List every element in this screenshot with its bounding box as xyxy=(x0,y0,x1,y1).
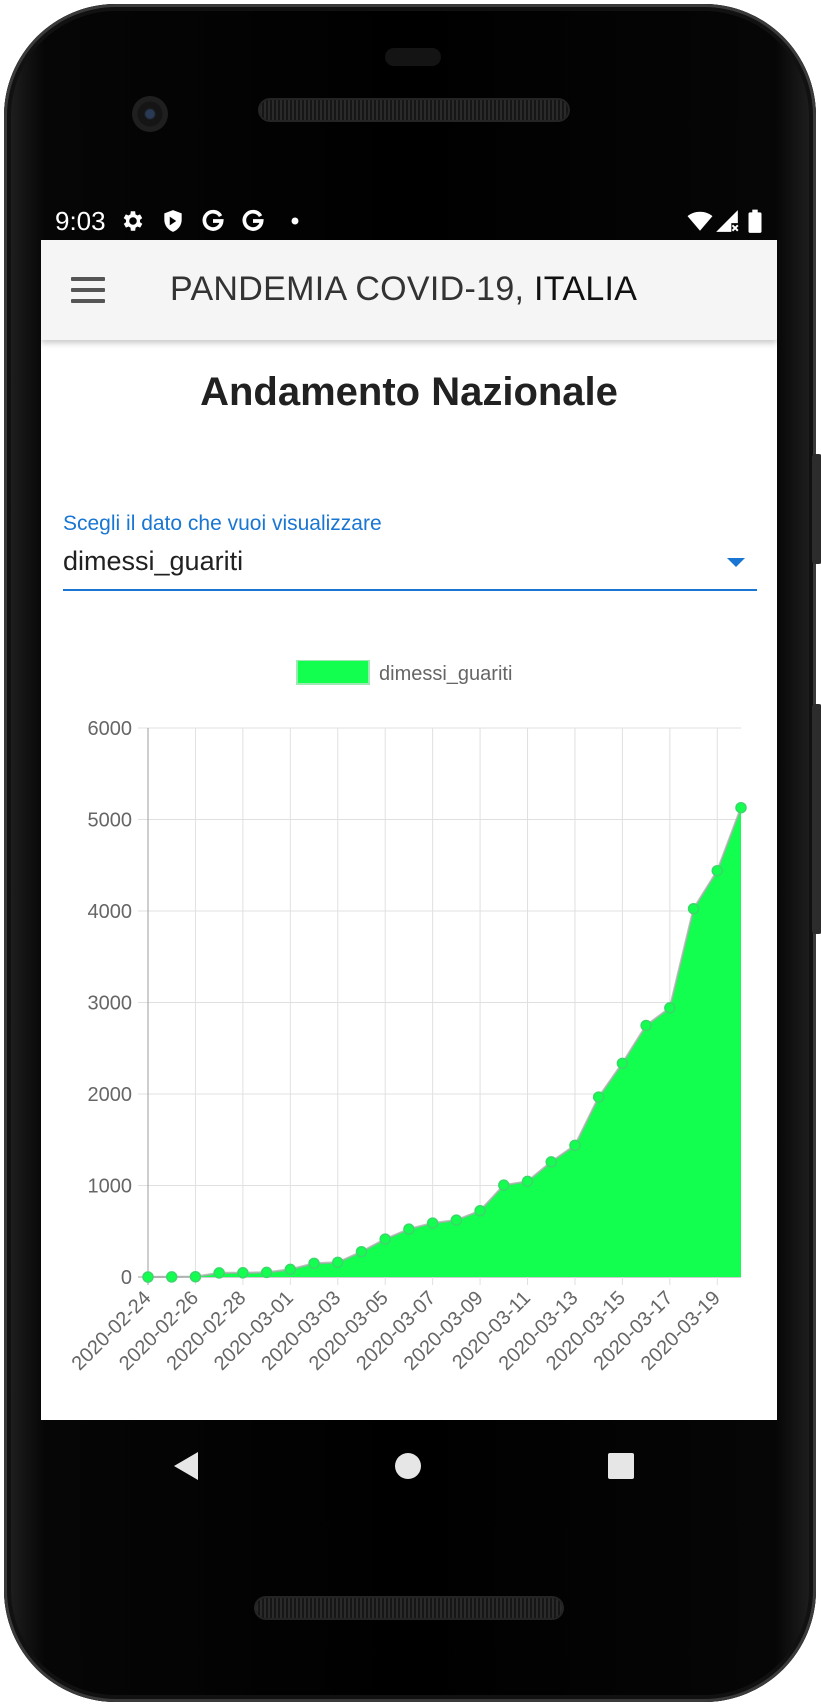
select-value: dimessi_guariti xyxy=(63,546,244,576)
bottom-speaker-grille xyxy=(256,1598,562,1618)
data-point xyxy=(640,1019,652,1032)
data-point xyxy=(142,1271,154,1283)
data-point xyxy=(735,801,747,814)
settings-icon xyxy=(123,211,143,231)
data-select-dropdown[interactable] xyxy=(63,540,757,590)
proximity-sensor xyxy=(385,48,441,66)
data-point xyxy=(308,1257,320,1270)
google-icon xyxy=(242,209,264,231)
top-speaker-grille xyxy=(260,100,568,120)
shield-icon xyxy=(164,210,182,232)
select-label: Scegli il dato che vuoi visualizzare xyxy=(63,512,382,535)
data-point xyxy=(426,1217,439,1229)
data-point xyxy=(450,1214,463,1226)
app-bar: PANDEMIA COVID-19, ITALIA xyxy=(41,240,777,340)
data-point xyxy=(474,1205,486,1217)
data-point xyxy=(260,1266,273,1279)
power-button xyxy=(812,454,821,564)
home-circle-icon[interactable] xyxy=(394,1452,422,1480)
y-tick-label: 4000 xyxy=(88,901,133,923)
series-area xyxy=(148,807,741,1277)
chart: 01000200030004000500060002020-02-242020-… xyxy=(68,660,747,1375)
data-point xyxy=(711,864,724,877)
data-point xyxy=(189,1270,202,1283)
data-point xyxy=(616,1057,629,1070)
dropdown-arrow-icon[interactable] xyxy=(727,558,745,567)
y-tick-label: 2000 xyxy=(88,1084,133,1106)
y-tick-label: 1000 xyxy=(88,1176,133,1198)
data-point xyxy=(237,1267,249,1279)
data-point xyxy=(687,902,700,915)
y-tick-label: 3000 xyxy=(88,993,133,1015)
app-title: PANDEMIA COVID-19, ITALIA xyxy=(170,270,637,309)
volume-button xyxy=(812,704,821,934)
dot-icon xyxy=(291,217,299,225)
data-point xyxy=(545,1156,557,1168)
y-tick-label: 6000 xyxy=(88,718,133,740)
select-underline xyxy=(63,589,757,591)
status-time: 9:03 xyxy=(55,206,106,236)
legend-swatch xyxy=(296,660,370,685)
y-tick-label: 5000 xyxy=(88,810,133,832)
hamburger-menu-icon[interactable] xyxy=(63,268,107,312)
app-title-prefix: PANDEMIA COVID-19, xyxy=(170,270,535,308)
data-point xyxy=(379,1233,391,1245)
signal-icon xyxy=(716,210,739,232)
data-point xyxy=(165,1271,178,1283)
data-point xyxy=(332,1256,344,1269)
data-point xyxy=(521,1175,534,1188)
app-screen: PANDEMIA COVID-19, ITALIA Andamento Nazi… xyxy=(41,240,777,1420)
data-point xyxy=(664,1002,676,1014)
data-point xyxy=(213,1267,225,1279)
y-tick-label: 0 xyxy=(121,1267,132,1289)
wifi-icon xyxy=(687,211,713,231)
data-point xyxy=(403,1223,415,1235)
data-point xyxy=(355,1245,368,1258)
data-point xyxy=(498,1179,510,1191)
back-triangle-icon[interactable] xyxy=(171,1450,201,1482)
front-camera xyxy=(132,96,168,132)
status-bar: 9:03 xyxy=(41,200,777,240)
legend-label: dimessi_guariti xyxy=(379,663,512,685)
data-point xyxy=(284,1263,297,1276)
app-title-country: ITALIA xyxy=(534,270,638,308)
battery-icon xyxy=(748,209,762,233)
page-title: Andamento Nazionale xyxy=(200,370,618,414)
google-icon xyxy=(202,209,224,231)
recents-square-icon[interactable] xyxy=(607,1452,635,1480)
data-point xyxy=(569,1139,581,1152)
navigation-bar xyxy=(41,1420,777,1510)
data-point xyxy=(592,1091,605,1103)
